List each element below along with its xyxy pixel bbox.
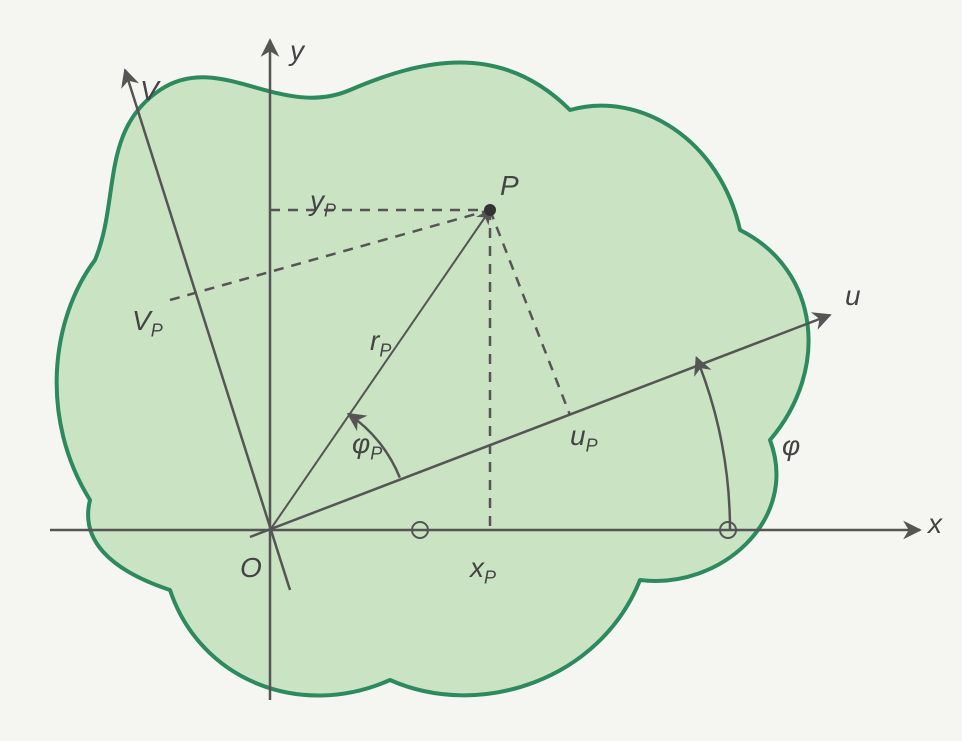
label-p: P <box>500 170 519 202</box>
label-y: y <box>290 35 304 67</box>
label-phi: φ <box>782 430 800 462</box>
label-vp: VP <box>132 305 163 342</box>
label-x: x <box>928 508 942 540</box>
label-u: u <box>845 280 861 312</box>
label-xp: xP <box>470 552 496 589</box>
label-v: V <box>140 75 159 107</box>
label-origin: O <box>240 552 262 584</box>
region-blob <box>57 63 809 696</box>
point-p <box>484 204 496 216</box>
label-phi-p: φP <box>352 428 382 465</box>
label-rp: rP <box>370 325 391 362</box>
label-up: uP <box>570 420 598 457</box>
diagram-canvas <box>0 0 962 741</box>
label-yp: yP <box>310 185 336 222</box>
